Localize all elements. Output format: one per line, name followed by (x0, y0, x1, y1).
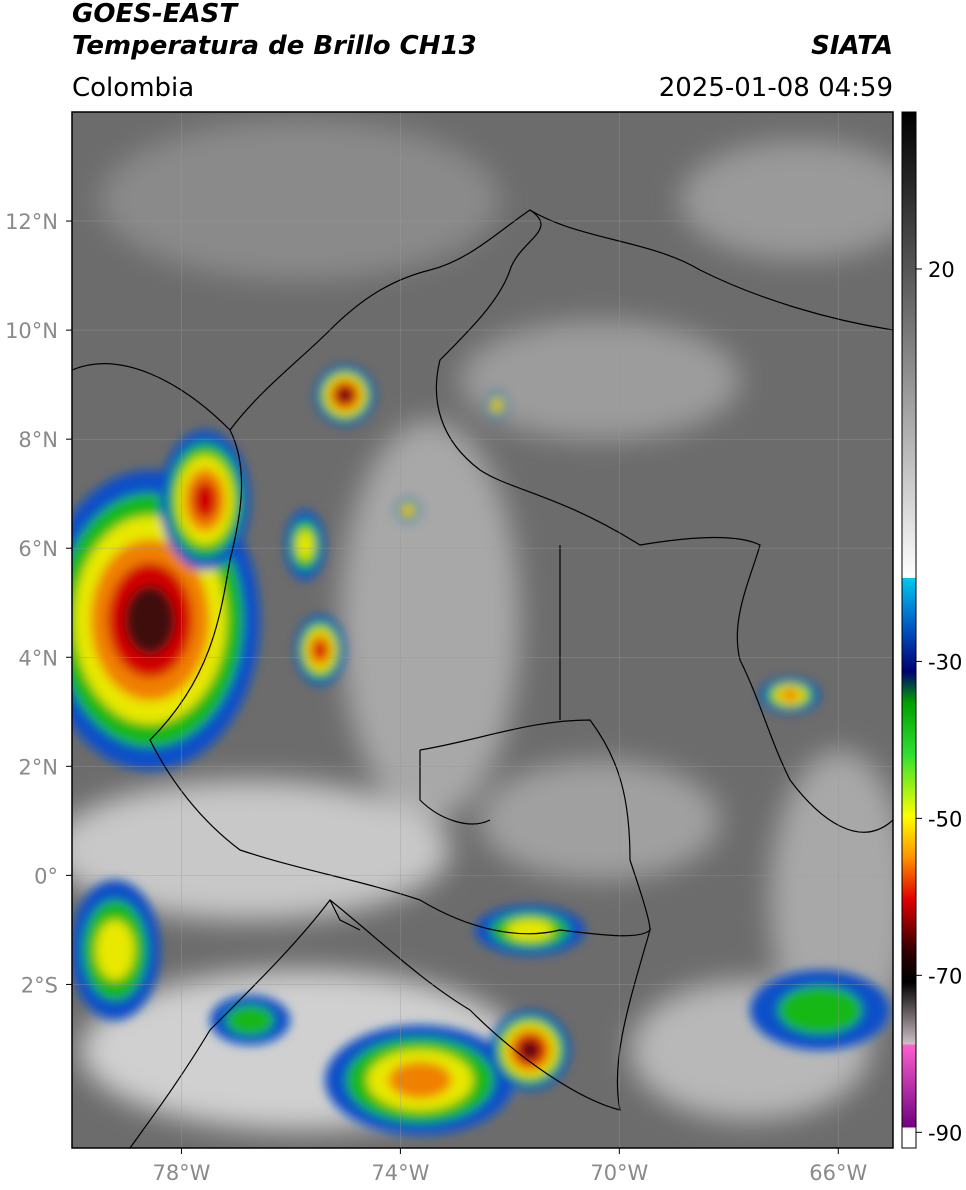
y-tick-label: 4°N (18, 646, 58, 670)
colorbar-tick-label: -50 (928, 807, 962, 831)
storms (72, 365, 890, 1135)
map-frame (71, 111, 894, 1149)
colorbar-tick-label: -30 (928, 650, 962, 674)
storm-cell (778, 986, 862, 1034)
x-tick-label: 74°W (371, 1161, 429, 1185)
graticule (72, 112, 893, 1148)
y-tick-label: 0° (34, 864, 58, 888)
storm-cell (506, 919, 554, 941)
source: SIATA (811, 31, 893, 61)
colorbar-tick-label: 20 (928, 258, 955, 282)
storm-cell (404, 506, 412, 514)
y-tick-label: 6°N (18, 537, 58, 561)
storm-cell (338, 388, 352, 402)
storm-cell (226, 1005, 274, 1035)
y-tick-label: 2°S (21, 973, 58, 997)
colorbar (901, 111, 917, 1149)
storm-cell (520, 1040, 540, 1060)
colorbar-tick-label: -70 (928, 964, 962, 988)
storm-cell (493, 400, 501, 410)
clouds (72, 120, 893, 1130)
title: GOES-EAST (72, 0, 239, 29)
subtitle: Temperatura de Brillo CH13 (72, 31, 477, 61)
region: Colombia (72, 73, 194, 103)
y-tick-label: 2°N (18, 755, 58, 779)
x-tick-label: 78°W (152, 1161, 210, 1185)
storm-cell (780, 689, 800, 701)
storm-cell (95, 920, 135, 980)
satellite-image (72, 112, 893, 1148)
y-tick-label: 12°N (5, 210, 58, 234)
storm-cell (313, 640, 327, 660)
x-tick-label: 66°W (809, 1161, 867, 1185)
y-tick-label: 8°N (18, 428, 58, 452)
colorbar-tick-label: -90 (928, 1121, 962, 1145)
datetime: 2025-01-08 04:59 (659, 73, 893, 103)
y-tick-label: 10°N (5, 319, 58, 343)
boundaries (72, 209, 893, 1148)
storm-cell (124, 585, 176, 655)
storm-cell (192, 480, 218, 520)
storm-cell (388, 1061, 452, 1099)
x-tick-label: 70°W (590, 1161, 648, 1185)
storm-cell (296, 530, 314, 560)
